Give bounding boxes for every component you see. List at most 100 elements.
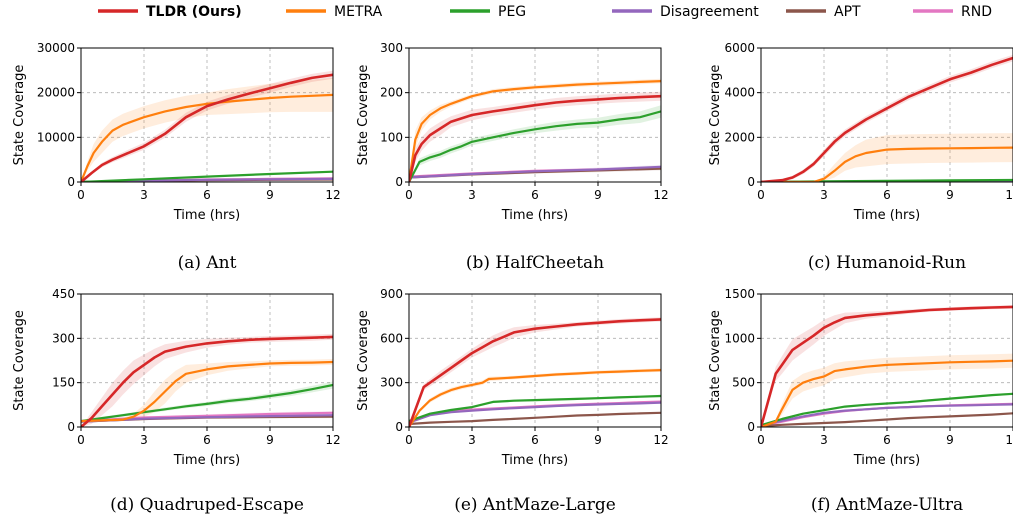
legend-item-rnd: RND (913, 4, 992, 20)
y-axis-label: State Coverage (708, 65, 723, 166)
legend-item-apt: APT (786, 4, 861, 20)
x-tick-label: 3 (820, 433, 828, 447)
series-line-disagreement (409, 165, 661, 179)
series-line-metra (761, 359, 1013, 427)
x-tick-label: 9 (266, 188, 274, 202)
y-tick-label: 0 (67, 175, 75, 189)
y-tick-label: 450 (52, 287, 75, 301)
y-tick-label: 1000 (724, 331, 755, 345)
x-tick-label: 0 (757, 433, 765, 447)
series-line-peg (761, 392, 1013, 427)
y-tick-label: 4000 (724, 86, 755, 100)
chart-panel-5: 0 3 6 9 12 0 300 600 900 Time (hrs) State Coverage… (356, 287, 669, 515)
y-tick-label: 30000 (37, 41, 75, 55)
series-line-peg (81, 170, 333, 182)
x-axis-label: Time (hrs) (501, 453, 568, 468)
legend: TLDR (Ours) METRA PEG Disagreement APT RND (98, 4, 992, 20)
band-metra (409, 368, 661, 427)
panel-caption: (a) Ant (178, 253, 237, 273)
y-tick-label: 0 (747, 420, 755, 434)
series-line-peg (409, 394, 661, 423)
series-line-metra (761, 146, 1013, 182)
x-tick-label: 12 (325, 433, 340, 447)
band-tldr-ours (81, 333, 333, 427)
band-peg (409, 105, 661, 182)
y-tick-label: 300 (52, 331, 75, 345)
y-tick-label: 6000 (724, 41, 755, 55)
band-metra (81, 359, 333, 422)
y-tick-label: 900 (380, 287, 403, 301)
series-line-apt (409, 411, 661, 426)
band-metra (761, 133, 1013, 182)
x-tick-label: 3 (468, 433, 476, 447)
y-tick-label: 300 (380, 376, 403, 390)
legend-item-peg: PEG (450, 4, 526, 20)
panel-caption: (f) AntMaze-Ultra (811, 495, 963, 515)
legend-label: RND (961, 4, 992, 20)
series-line-tldr-ours (761, 56, 1013, 182)
x-tick-label: 12 (325, 188, 340, 202)
chart-panel-1: 0 3 6 9 12 0 10000 20000 30000 Time (hrs) State Co… (12, 41, 341, 273)
x-tick-label: 3 (140, 188, 148, 202)
series-line-tldr-ours (409, 94, 661, 182)
legend-label: METRA (334, 4, 383, 20)
x-tick-label: 0 (77, 188, 85, 202)
x-tick-label: 0 (405, 188, 413, 202)
x-tick-label: 0 (757, 188, 765, 202)
x-tick-label: 12 (653, 188, 668, 202)
series-line-disagreement (761, 403, 1013, 427)
x-tick-label: 9 (946, 188, 954, 202)
series-line-disagreement (409, 401, 661, 424)
x-axis-label: Time (hrs) (853, 208, 920, 223)
x-axis-label: Time (hrs) (501, 208, 568, 223)
panel-caption: (e) AntMaze-Large (454, 495, 616, 515)
x-tick-label: 12 (653, 433, 668, 447)
x-axis-label: Time (hrs) (173, 453, 240, 468)
lines (409, 80, 661, 182)
y-axis-label: State Coverage (708, 310, 723, 411)
legend-item-metra: METRA (286, 4, 383, 20)
y-tick-label: 0 (67, 420, 75, 434)
lines (409, 318, 661, 427)
y-axis-label: State Coverage (12, 65, 27, 166)
x-tick-label: 3 (140, 433, 148, 447)
x-tick-label: 12 (1005, 433, 1013, 447)
y-tick-label: 200 (380, 86, 403, 100)
y-tick-label: 150 (52, 376, 75, 390)
chart-panel-3: 0 3 6 9 12 0 2000 4000 6000 Time (hrs) State Cover… (708, 41, 1013, 273)
band-metra (761, 353, 1013, 427)
band-tldr-ours (81, 70, 333, 182)
x-tick-label: 6 (883, 433, 891, 447)
band-metra (81, 77, 333, 182)
y-tick-label: 2000 (724, 130, 755, 144)
y-tick-label: 0 (395, 420, 403, 434)
x-axis-label: Time (hrs) (173, 208, 240, 223)
y-tick-label: 300 (380, 41, 403, 55)
band-tldr-ours (761, 54, 1013, 182)
x-tick-label: 3 (820, 188, 828, 202)
series-line-metra (409, 80, 661, 182)
x-tick-label: 0 (77, 433, 85, 447)
chart-panel-4: 0 3 6 9 12 0 150 300 450 Time (hrs) State Coverage… (12, 287, 341, 515)
x-tick-label: 9 (266, 433, 274, 447)
legend-label: PEG (498, 4, 526, 20)
legend-item-tldr-ours: TLDR (Ours) (98, 4, 242, 20)
legend-label: Disagreement (660, 4, 759, 20)
series-line-metra (81, 360, 333, 423)
y-tick-label: 100 (380, 130, 403, 144)
lines (761, 305, 1013, 427)
lines (81, 335, 333, 427)
x-tick-label: 0 (405, 433, 413, 447)
series-line-apt (761, 412, 1013, 427)
y-axis-label: State Coverage (356, 310, 371, 411)
y-tick-label: 0 (747, 175, 755, 189)
y-axis-label: State Coverage (12, 310, 27, 411)
x-tick-label: 6 (531, 188, 539, 202)
panel-caption: (c) Humanoid-Run (808, 253, 966, 273)
panel-caption: (d) Quadruped-Escape (110, 495, 304, 515)
x-axis-label: Time (hrs) (853, 453, 920, 468)
x-tick-label: 6 (883, 188, 891, 202)
series-line-tldr-ours (81, 335, 333, 427)
